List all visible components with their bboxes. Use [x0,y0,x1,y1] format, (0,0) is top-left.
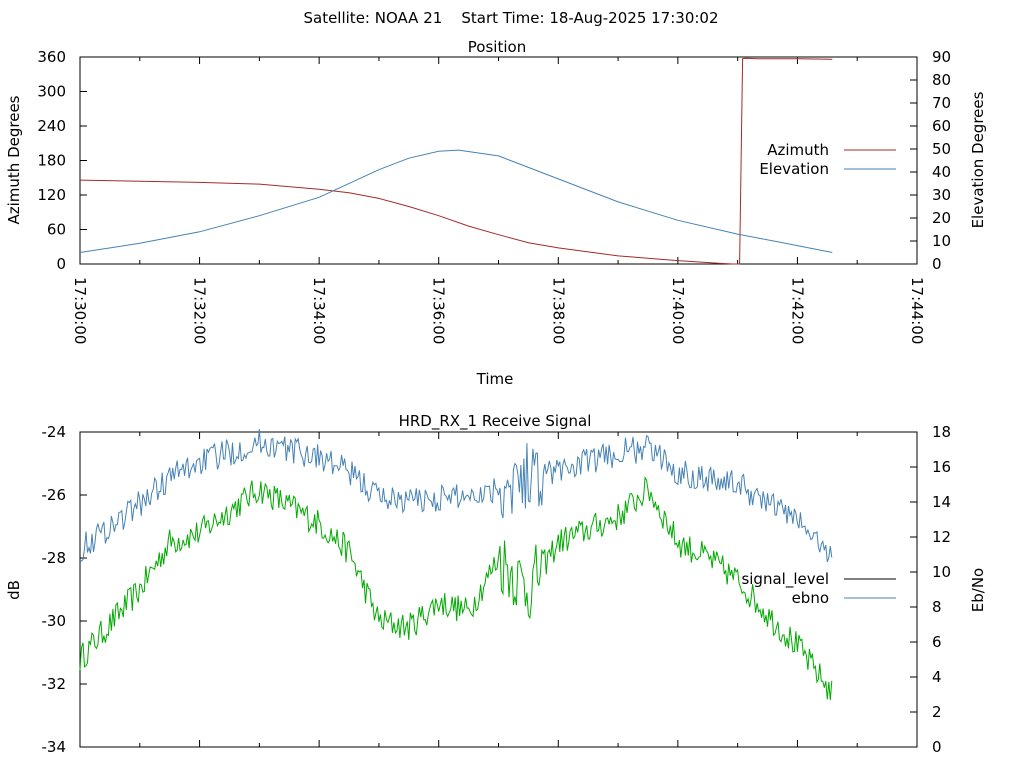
signal-ytick-label: -26 [42,486,67,504]
position-xtick-label: 17:30:00 [71,277,89,344]
position-y2tick-label: 30 [932,186,951,204]
position-ytick-label: 0 [56,255,66,273]
series-line-signal-level [79,476,833,701]
position-xtick-label: 17:40:00 [669,277,687,344]
position-ytick-label: 300 [37,83,66,101]
position-y2tick-label: 0 [932,255,942,273]
signal-y2tick-label: 0 [932,738,942,756]
position-ytick-label: 360 [37,48,66,66]
signal-y2tick-label: 16 [932,458,951,476]
position-y2tick-label: 20 [932,209,951,227]
signal-y2tick-label: 18 [932,423,951,441]
position-y2tick-label: 60 [932,117,951,135]
signal-y2tick-label: 10 [932,563,951,581]
signal-ylabel: dB [5,580,23,600]
position-ytick-label: 120 [37,186,66,204]
position-chart-title: Position [468,38,526,56]
receive-signal-chart: HRD_RX_1 Receive Signal -24 -26 -28 -30 -32 -… [5,412,987,756]
signal-y2label: Eb/No [969,568,987,612]
signal-ytick-label: -24 [42,423,67,441]
position-ytick-label: 240 [37,117,66,135]
position-xtick-label: 17:38:00 [549,277,567,344]
signal-ytick-label: -30 [42,612,67,630]
position-xtick-label: 17:44:00 [908,277,926,344]
position-y2tick-label: 70 [932,94,951,112]
position-y2tick-label: 90 [932,48,951,66]
signal-y2tick-label: 2 [932,703,942,721]
position-ytick-label: 180 [37,152,66,170]
position-y2tick-label: 50 [932,140,951,158]
position-y2tick-label: 80 [932,71,951,89]
position-xtick-label: 17:32:00 [191,277,209,344]
position-chart: Position 0 60 120 180 240 300 360 0 10 20 30 40 50 6… [5,38,987,388]
position-xtick-label: 17:42:00 [788,277,806,344]
position-legend-label: Azimuth [767,141,829,159]
signal-y2tick-label: 4 [932,668,942,686]
position-y2label: Elevation Degrees [969,91,987,228]
position-xtick-label: 17:34:00 [310,277,328,344]
position-xtick-label: 17:36:00 [430,277,448,344]
position-legend-label: Elevation [759,160,829,178]
position-ylabel: Azimuth Degrees [5,95,23,224]
signal-legend-label: ebno [792,589,829,607]
signal-y2tick-label: 6 [932,633,942,651]
position-ytick-label: 60 [47,221,66,239]
position-y2tick-label: 10 [932,232,951,250]
position-xlabel: Time [476,370,514,388]
series-line-azimuth [79,57,833,265]
signal-ytick-label: -28 [42,549,67,567]
signal-ytick-label: -34 [42,738,67,756]
figure-suptitle: Satellite: NOAA 21 Start Time: 18-Aug-20… [303,9,718,27]
series-line-elevation [79,149,833,253]
signal-y2tick-label: 8 [932,598,942,616]
signal-y2tick-label: 12 [932,528,951,546]
series-line-ebno [79,429,833,563]
signal-ytick-label: -32 [42,675,67,693]
signal-legend-label: signal_level [741,570,829,589]
position-y2tick-label: 40 [932,163,951,181]
signal-y2tick-label: 14 [932,493,951,511]
signal-chart-title: HRD_RX_1 Receive Signal [399,412,592,431]
